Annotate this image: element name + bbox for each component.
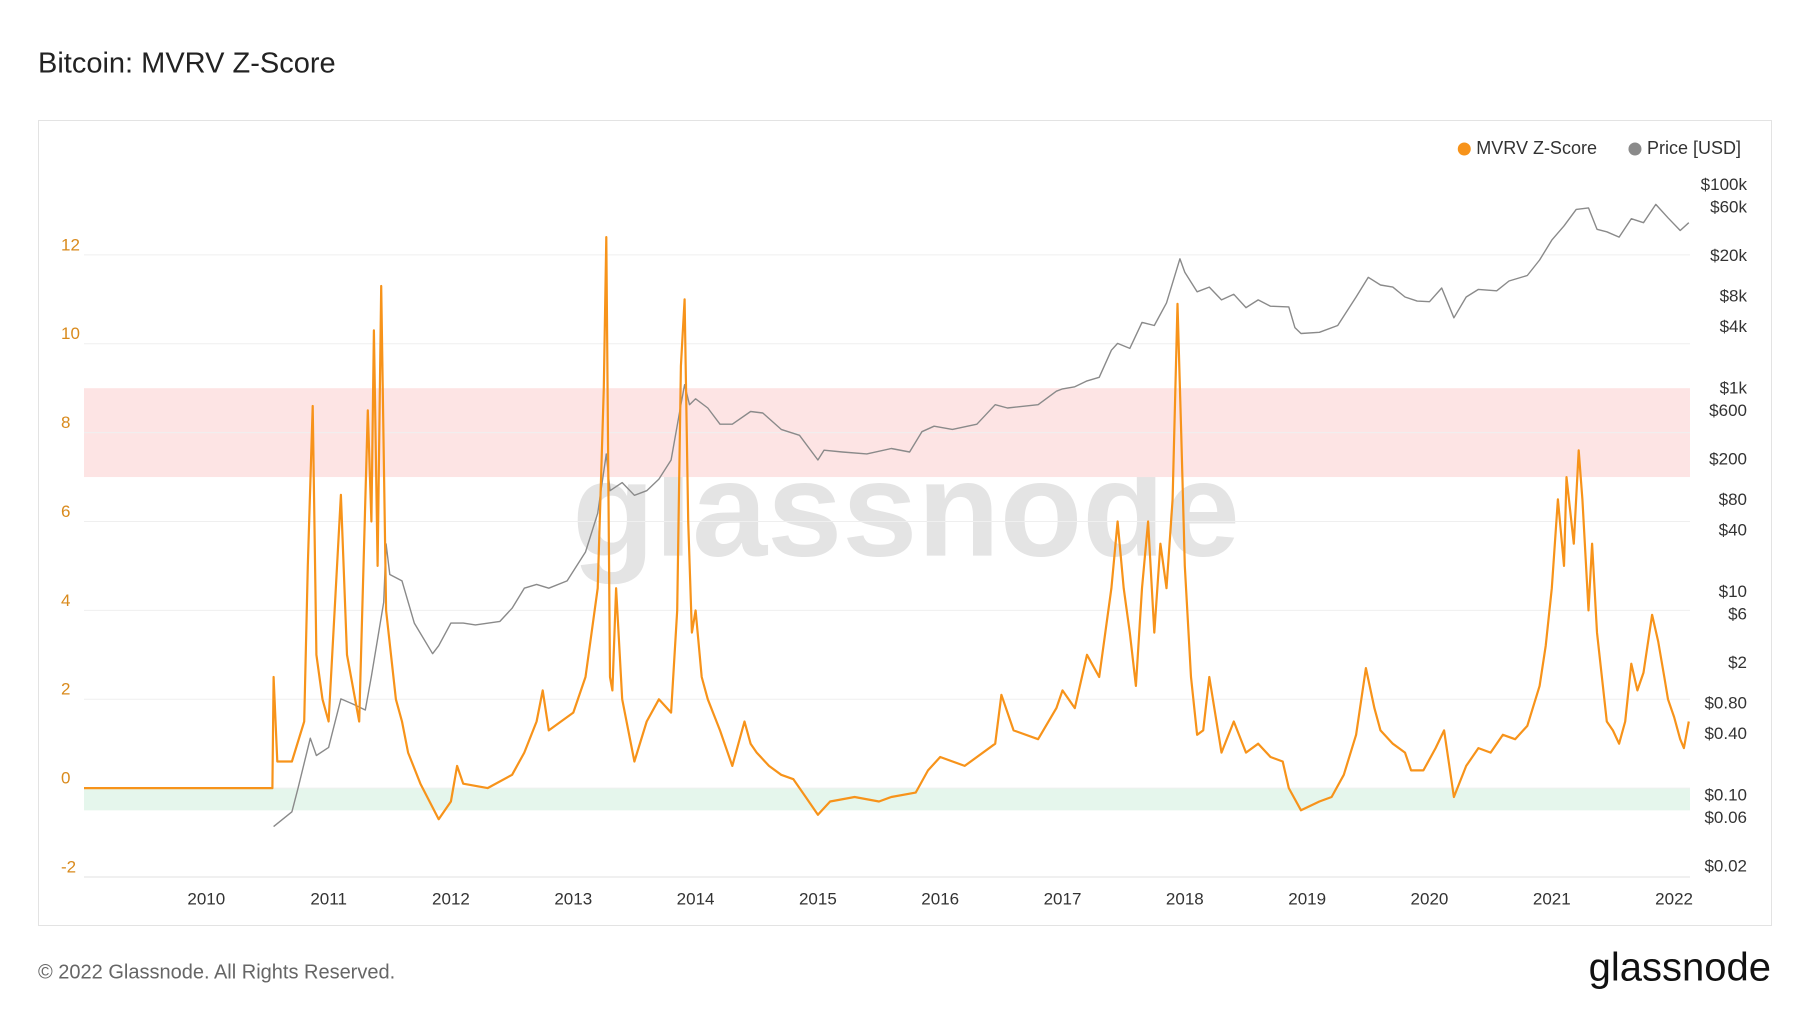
y2-tick-label: $8k [1720,286,1748,305]
x-tick-label: 2012 [432,889,470,908]
y2-tick-label: $0.80 [1704,694,1747,713]
x-tick-label: 2014 [677,889,715,908]
legend-label: Price [USD] [1647,138,1741,158]
chart-title: Bitcoin: MVRV Z-Score [38,48,336,80]
x-tick-label: 2020 [1411,889,1449,908]
x-tick-label: 2018 [1166,889,1204,908]
y-tick-label: 6 [61,502,70,521]
y-tick-label: 0 [61,769,70,788]
logo: glassnode [1589,946,1771,990]
x-tick-label: 2019 [1288,889,1326,908]
x-tick-label: 2016 [921,889,959,908]
y2-tick-label: $0.40 [1704,724,1747,743]
y2-tick-label: $0.02 [1704,857,1747,876]
y-tick-label: 10 [61,324,80,343]
y2-tick-label: $20k [1710,246,1747,265]
legend-swatch [1628,142,1642,156]
y2-tick-label: $0.06 [1704,808,1747,827]
chart-frame [38,120,1772,926]
y2-tick-label: $0.10 [1704,785,1747,804]
series-line [273,203,1690,828]
x-tick-label: 2015 [799,889,837,908]
underlay: glassnode [84,254,1690,878]
footer: © 2022 Glassnode. All Rights Reserved. [38,961,395,983]
y-tick-label: 12 [61,235,80,254]
y2-tick-label: $6 [1728,605,1747,624]
x-tick-label: 2017 [1044,889,1082,908]
y2-tick-label: $2 [1728,653,1747,672]
legend-swatch [1457,142,1471,156]
y2-tick-label: $600 [1709,401,1747,420]
y2-tick-label: $1k [1720,378,1748,397]
y2-tick-label: $60k [1710,197,1747,216]
x-tick-label: 2022 [1655,889,1693,908]
x-tick-label: 2021 [1533,889,1571,908]
legend-label: MVRV Z-Score [1476,138,1597,158]
y2-tick-label: $10 [1719,582,1747,601]
y-tick-label: 2 [61,680,70,699]
y2-tick-label: $40 [1719,521,1747,540]
x-tick-label: 2011 [310,889,347,908]
y2-tick-label: $4k [1720,317,1748,336]
series-line [84,236,1690,821]
x-tick-label: 2013 [554,889,592,908]
y-tick-label: -2 [61,857,76,876]
x-tick-label: 2010 [187,889,225,908]
y2-tick-label: $100k [1701,175,1748,194]
y2-tick-label: $80 [1719,490,1747,509]
y-tick-label: 4 [61,591,70,610]
y2-tick-label: $200 [1709,450,1747,469]
y-tick-label: 8 [61,413,70,432]
